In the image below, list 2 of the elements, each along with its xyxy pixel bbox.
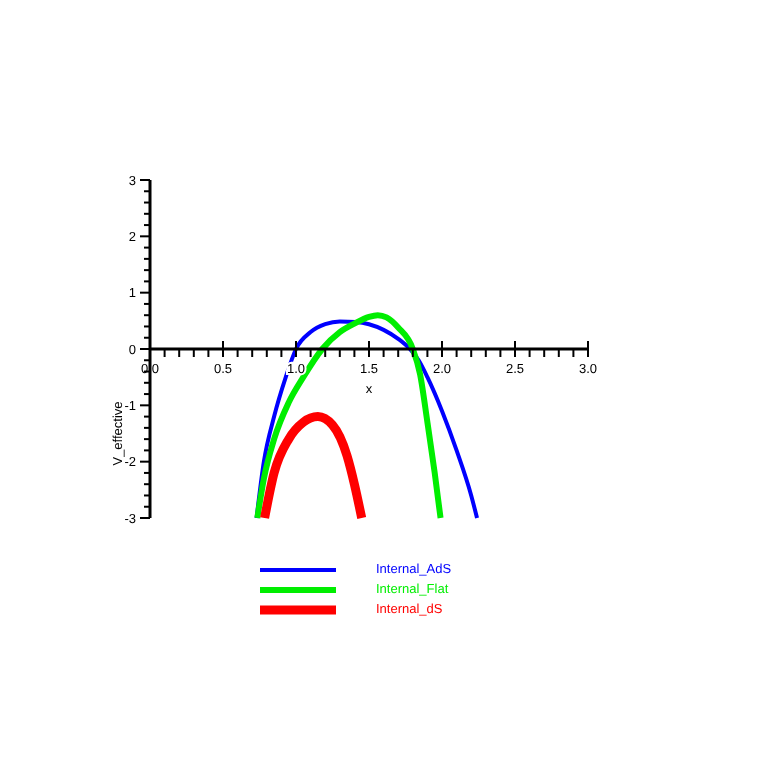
- line-series: [260, 412, 367, 523]
- line-series: [254, 319, 480, 520]
